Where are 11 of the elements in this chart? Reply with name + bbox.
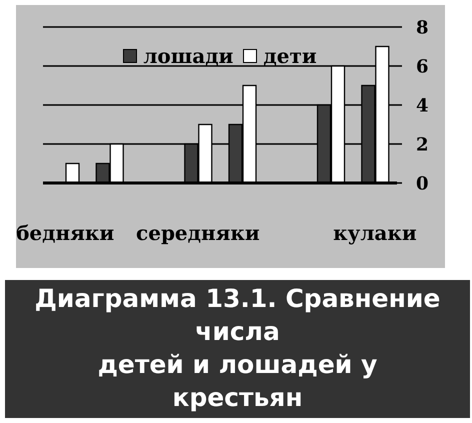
y-tick-label: 2 xyxy=(416,134,429,156)
y-tick-label: 6 xyxy=(416,56,429,78)
x-tick-label: кулаки xyxy=(333,221,417,246)
legend-label: дети xyxy=(263,44,317,68)
y-tick-label: 0 xyxy=(416,173,429,194)
caption-box: Диаграмма 13.1. Сравнение числа детей и лошадей у крестьян xyxy=(5,280,470,418)
x-tick-label: бедняки xyxy=(16,221,114,246)
y-tick-label: 4 xyxy=(416,95,429,116)
x-tick-label: середняки xyxy=(136,221,260,246)
y-tick-label: 8 xyxy=(416,17,429,38)
legend-label: лошади xyxy=(143,44,234,68)
